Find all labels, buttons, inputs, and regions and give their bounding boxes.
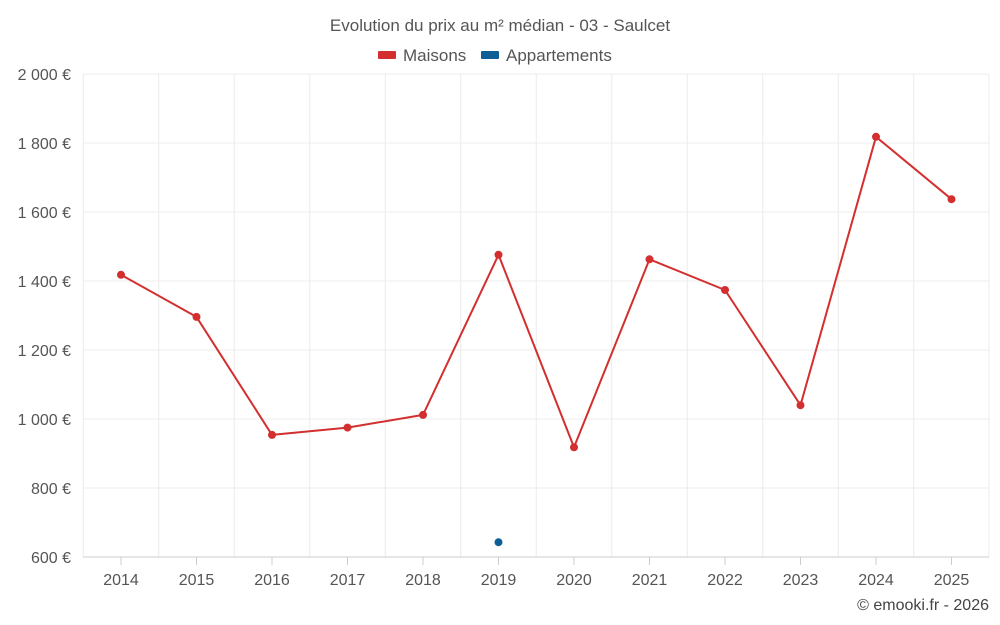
- y-tick-label: 2 000 €: [18, 67, 71, 84]
- data-point-appartements[interactable]: Appartements 2019: 643 €: [494, 538, 503, 547]
- y-tick-label: 800 €: [31, 481, 71, 498]
- legend-item-maisons[interactable]: Maisons: [378, 46, 466, 65]
- x-axis: 2014 2015 2016 2017 2018 2019 2020 2021 2022 2023…: [83, 556, 989, 589]
- data-point-maisons[interactable]: Maisons 2024: 1818 €: [872, 132, 880, 141]
- legend-label-maisons: Maisons: [403, 46, 466, 65]
- y-tick-label: 1 800 €: [18, 136, 71, 153]
- series-line-maisons: [120, 135, 953, 449]
- y-tick-label: 1 600 €: [18, 205, 71, 222]
- x-tick-label: 2021: [632, 572, 668, 589]
- grid: [82, 73, 990, 558]
- x-tick-label: 2014: [103, 572, 139, 589]
- series: Maisons 2014: 1418 € Maisons 2015: 1296 €…: [117, 132, 956, 547]
- data-point-maisons[interactable]: Maisons 2020: 918 €: [570, 443, 578, 452]
- x-tick-label: 2018: [405, 572, 441, 589]
- x-tick-label: 2022: [707, 572, 743, 589]
- legend-label-appartements: Appartements: [506, 46, 612, 65]
- legend-swatch-appartements: [481, 51, 499, 59]
- x-tick-label: 2019: [481, 572, 517, 589]
- data-point-maisons[interactable]: Maisons 2015: 1296 €: [192, 312, 201, 321]
- chart-title: Evolution du prix au m² médian - 03 - Sa…: [330, 16, 670, 35]
- x-tick-label: 2023: [783, 572, 819, 589]
- data-point-maisons[interactable]: Maisons 2018: 1012 €: [419, 410, 427, 419]
- credit: © emooki.fr - 2026: [857, 597, 989, 614]
- x-tick-label: 2020: [556, 572, 592, 589]
- y-tick-label: 1 400 €: [18, 274, 71, 291]
- data-point-maisons[interactable]: Maisons 2021: 1463 €: [645, 255, 654, 264]
- x-tick-label: 2015: [179, 572, 215, 589]
- y-tick-label: 600 €: [31, 550, 71, 567]
- data-point-maisons[interactable]: Maisons 2025: 1637 €: [947, 195, 956, 204]
- y-tick-label: 1 000 €: [18, 412, 71, 429]
- data-point-maisons[interactable]: Maisons 2017: 975 €: [343, 423, 352, 432]
- x-tick-label: 2016: [254, 572, 290, 589]
- x-tick-label: 2025: [934, 572, 970, 589]
- y-tick-label: 1 200 €: [18, 343, 71, 360]
- legend-item-appartements[interactable]: Appartements: [481, 46, 612, 65]
- data-point-maisons[interactable]: Maisons 2016: 954 €: [268, 430, 276, 439]
- data-point-maisons[interactable]: Maisons 2019: 1476 €: [494, 250, 503, 259]
- data-point-maisons[interactable]: Maisons 2022: 1374 €: [721, 286, 729, 294]
- legend-swatch-maisons: [378, 51, 396, 59]
- legend: Maisons Appartements: [378, 46, 612, 65]
- x-tick-label: 2024: [858, 572, 894, 589]
- y-axis: 600 € 800 € 1 000 € 1 200 € 1 400 € 1 600 € 1 …: [18, 67, 71, 567]
- data-point-maisons[interactable]: Maisons 2014: 1418 €: [117, 270, 125, 279]
- data-point-maisons[interactable]: Maisons 2023: 1040 €: [796, 401, 805, 410]
- x-tick-label: 2017: [330, 572, 366, 589]
